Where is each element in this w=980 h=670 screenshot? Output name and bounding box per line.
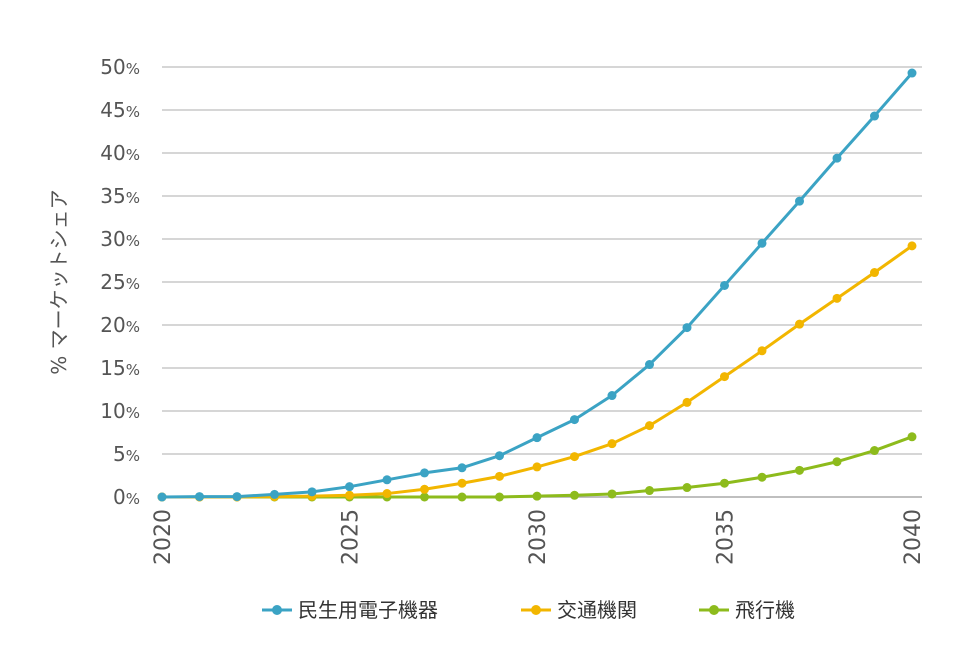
data-point (195, 492, 204, 502)
legend-label: 民生用電子機器 (298, 598, 438, 622)
y-axis-tick-labels: 0% 5% 10% 15% 20% 25% 30% 35% 40% 45% 50% (100, 55, 140, 509)
x-tick-label: 2030 (526, 509, 551, 565)
data-point (345, 490, 354, 500)
gridlines (162, 66, 922, 498)
legend-label: 交通機関 (557, 598, 637, 622)
data-point (645, 486, 654, 496)
data-point (795, 196, 804, 206)
data-point (420, 492, 429, 502)
x-tick-label: 2035 (714, 509, 739, 565)
data-point (495, 471, 504, 481)
y-tick-label: 45% (100, 98, 140, 122)
y-tick-label: 10% (100, 399, 140, 423)
data-point (795, 319, 804, 329)
data-point (270, 489, 279, 499)
y-tick-label: 5% (113, 442, 140, 466)
data-point (570, 415, 579, 425)
x-tick-label: 2020 (151, 509, 176, 565)
data-point (645, 421, 654, 431)
y-tick-label: 35% (100, 184, 140, 208)
data-point (682, 397, 692, 407)
data-point (532, 491, 542, 501)
data-point (907, 241, 917, 251)
legend-item: 民生用電子機器 (262, 598, 438, 622)
data-point (870, 446, 879, 456)
data-point (720, 280, 729, 290)
data-point (495, 492, 504, 502)
y-tick-label: 50% (100, 55, 140, 79)
data-point (832, 153, 842, 163)
y-tick-label: 40% (100, 141, 140, 165)
data-point (457, 492, 467, 502)
y-tick-label: 15% (100, 356, 140, 380)
data-point (832, 457, 842, 467)
data-point (645, 360, 654, 370)
data-point (345, 482, 354, 492)
y-tick-label: 25% (100, 270, 140, 294)
data-point (757, 346, 767, 356)
legend-swatch-marker (272, 605, 282, 615)
data-point (457, 478, 467, 488)
x-axis-tick-labels: 2020 2025 2030 2035 2040 (151, 509, 926, 565)
series-民生用電子機器 (157, 68, 917, 502)
data-point (232, 492, 242, 502)
data-point (682, 323, 692, 333)
data-point (907, 432, 917, 442)
data-point (382, 489, 392, 499)
data-point (382, 475, 392, 485)
data-point (307, 487, 317, 497)
data-point (870, 111, 879, 121)
data-point (157, 492, 167, 502)
series-lines (157, 68, 917, 502)
data-point (832, 293, 842, 303)
data-point (682, 483, 692, 493)
data-point (532, 462, 542, 472)
legend-swatch-marker (531, 605, 541, 615)
data-point (457, 463, 467, 473)
y-axis-label: % マーケットシェア (47, 189, 71, 374)
data-point (907, 68, 917, 78)
data-point (757, 472, 767, 482)
data-point (532, 433, 542, 443)
data-point (795, 465, 804, 475)
x-tick-label: 2040 (901, 509, 926, 565)
data-point (420, 468, 429, 478)
y-tick-label: 20% (100, 313, 140, 337)
data-point (607, 439, 617, 449)
data-point (757, 238, 767, 248)
series-line (162, 244, 913, 499)
data-point (720, 372, 729, 382)
x-tick-label: 2025 (339, 509, 364, 565)
legend: 民生用電子機器 交通機関 飛行機 (262, 598, 795, 622)
data-point (420, 484, 429, 494)
y-tick-label: 30% (100, 227, 140, 251)
data-point (870, 268, 879, 278)
data-point (570, 490, 579, 500)
data-point (570, 452, 579, 462)
legend-swatch-marker (709, 605, 719, 615)
data-point (607, 489, 617, 499)
legend-item: 飛行機 (699, 598, 795, 622)
y-tick-label: 0% (113, 485, 140, 509)
data-point (720, 478, 729, 488)
legend-label: 飛行機 (735, 598, 795, 622)
data-point (495, 451, 504, 461)
series-交通機関 (157, 241, 917, 502)
legend-item: 交通機関 (521, 598, 637, 622)
data-point (607, 391, 617, 401)
